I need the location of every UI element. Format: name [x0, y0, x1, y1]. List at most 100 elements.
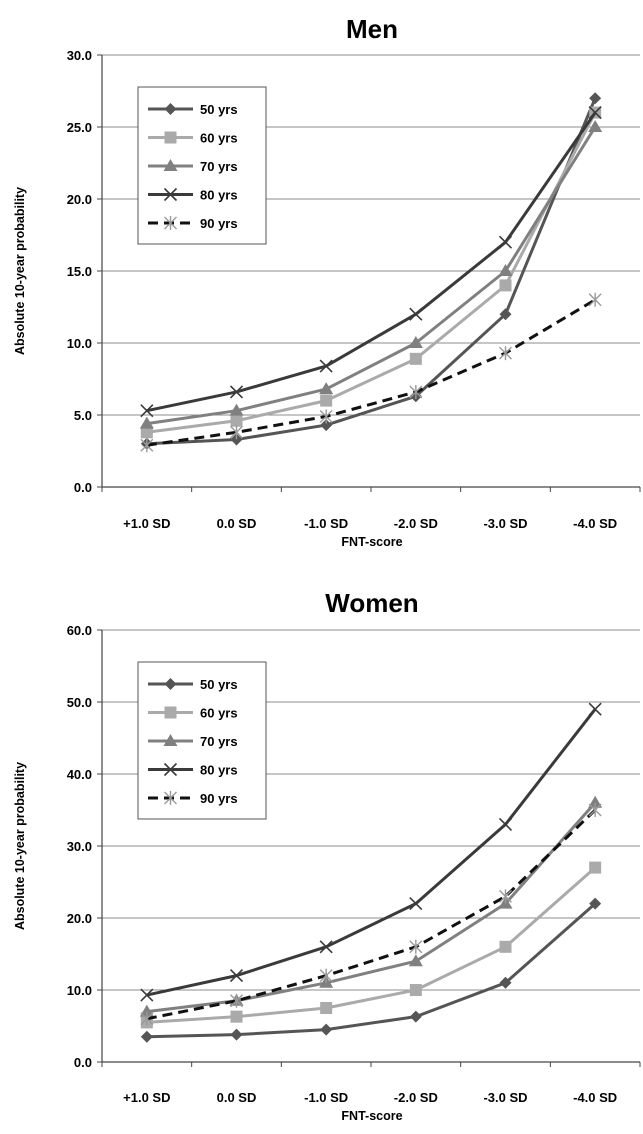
data-point: [409, 897, 423, 911]
data-point: [229, 385, 244, 399]
series-line: [146, 111, 597, 434]
data-point: [499, 308, 512, 321]
data-point: [139, 416, 154, 429]
legend-label: 50 yrs: [200, 102, 238, 117]
data-point: [589, 92, 602, 105]
series-line: [146, 708, 597, 997]
legend-label: 70 yrs: [200, 159, 238, 174]
legend-marker: [163, 762, 178, 777]
data-point: [320, 419, 333, 432]
series-90-yrs: [140, 803, 602, 1026]
data-point: [319, 359, 333, 373]
series-line: [146, 902, 597, 1039]
x-tick-label: -3.0 SD: [483, 516, 527, 531]
series-line: [146, 111, 597, 413]
series-line: [146, 808, 597, 1021]
data-point: [498, 235, 513, 249]
x-tick-label: -2.0 SD: [394, 516, 438, 531]
data-point: [140, 438, 154, 453]
data-point: [409, 984, 422, 996]
legend: 50 yrs 60 yrs 70 yrs 80 yrs 90 yrs: [137, 661, 267, 820]
series-line: [146, 97, 597, 446]
legend-label: 90 yrs: [200, 791, 238, 806]
legend-label: 60 yrs: [200, 706, 238, 721]
data-point: [498, 264, 513, 276]
series-70-yrs: [139, 120, 603, 429]
data-point: [499, 940, 512, 953]
data-point: [588, 292, 602, 307]
x-axis-label: FNT-score: [341, 535, 402, 549]
data-point: [589, 861, 602, 874]
y-tick-label: 25.0: [67, 120, 92, 135]
y-tick-label: 15.0: [67, 264, 92, 279]
series-80-yrs: [140, 702, 602, 1002]
y-tick-label: 10.0: [67, 983, 92, 998]
data-point: [140, 426, 153, 439]
data-point: [588, 803, 602, 817]
data-point: [139, 1004, 154, 1017]
legend-label: 70 yrs: [200, 734, 238, 749]
legend: 50 yrs 60 yrs 70 yrs 80 yrs 90 yrs: [137, 86, 267, 245]
data-point: [409, 307, 423, 321]
x-tick-label: +1.0 SD: [123, 516, 170, 531]
y-axis-label: Absolute 10-year probability: [13, 762, 27, 930]
series-line: [146, 126, 597, 426]
data-point: [229, 969, 244, 983]
data-point: [319, 968, 333, 983]
data-point: [498, 817, 513, 831]
series-60-yrs: [140, 106, 602, 439]
y-tick-label: 10.0: [67, 336, 92, 351]
legend-label: 60 yrs: [200, 131, 238, 146]
data-point: [499, 346, 512, 361]
chart-women: Women 0.0 10.0 20.0 30.0 40.0 50.0 60.0 +1.0 SD 0…: [13, 588, 641, 1123]
data-point: [230, 1028, 243, 1041]
legend-marker: [163, 734, 178, 746]
data-point: [320, 1023, 333, 1036]
x-axis-label: FNT-score: [341, 1109, 402, 1123]
x-tick-label: -3.0 SD: [483, 1090, 527, 1105]
x-tick-label: -2.0 SD: [394, 1090, 438, 1105]
y-tick-label: 30.0: [67, 839, 92, 854]
data-point: [409, 1010, 422, 1023]
series-80-yrs: [140, 106, 602, 418]
data-point: [320, 1002, 333, 1014]
x-tick-label: -1.0 SD: [304, 516, 348, 531]
y-tick-label: 20.0: [67, 911, 92, 926]
x-tick-label: -4.0 SD: [573, 516, 617, 531]
legend-marker: [164, 131, 177, 144]
data-point: [319, 409, 333, 424]
data-point: [229, 403, 244, 416]
data-point: [319, 940, 333, 954]
data-point: [499, 279, 512, 292]
series-90-yrs: [140, 292, 602, 453]
x-tick-label: 0.0 SD: [217, 516, 257, 531]
data-point: [140, 404, 154, 418]
legend-marker: [164, 678, 177, 690]
chart-panel-men: Men 0.0 5.0 10.0 15.0 20.0 25.0 30.0 +1.0 SD 0.0 …: [13, 14, 641, 549]
y-axis-label: Absolute 10-year probability: [13, 187, 27, 355]
data-point: [140, 1011, 154, 1026]
y-tick-label: 0.0: [74, 1055, 92, 1070]
data-point: [230, 414, 243, 427]
data-point: [230, 1010, 243, 1023]
data-point: [320, 394, 333, 407]
chart-title: Women: [325, 588, 418, 618]
y-tick-label: 0.0: [74, 480, 92, 495]
series-50-yrs: [140, 897, 602, 1043]
x-tick-label: -1.0 SD: [304, 1090, 348, 1105]
legend-label: 50 yrs: [200, 677, 238, 692]
series-70-yrs: [139, 795, 603, 1017]
chart-title: Men: [346, 14, 398, 44]
series-line: [146, 866, 597, 1024]
y-tick-label: 40.0: [67, 767, 92, 782]
chart-panel-women: Women 0.0 10.0 20.0 30.0 40.0 50.0 60.0 +1.0 SD 0…: [0, 567, 643, 1134]
legend-label: 80 yrs: [200, 763, 238, 778]
data-point: [499, 976, 512, 989]
y-tick-label: 20.0: [67, 192, 92, 207]
legend-label: 80 yrs: [200, 188, 238, 203]
data-point: [409, 939, 423, 954]
legend-marker: [164, 706, 177, 719]
legend-label: 90 yrs: [200, 216, 238, 231]
chart-men: Men 0.0 5.0 10.0 15.0 20.0 25.0 30.0 +1.0 SD 0.0 …: [13, 14, 641, 549]
